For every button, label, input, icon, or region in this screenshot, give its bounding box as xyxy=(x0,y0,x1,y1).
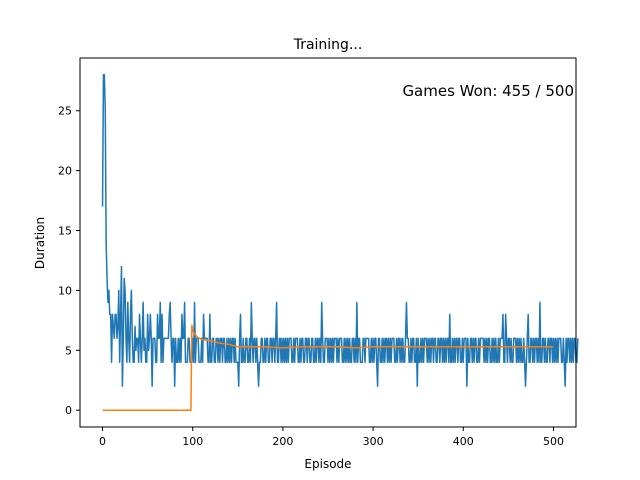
chart-title: Training... xyxy=(293,37,363,53)
y-tick-label: 0 xyxy=(65,404,72,417)
y-ticks: 0 5 10 15 20 25 xyxy=(58,105,80,417)
y-tick-label: 25 xyxy=(58,105,72,118)
series-line-1 xyxy=(101,74,579,388)
series-line-2 xyxy=(102,324,554,411)
x-ticks: 0 100 200 300 400 500 xyxy=(99,427,564,448)
x-axis-label: Episode xyxy=(304,457,351,471)
series-layer xyxy=(101,74,579,411)
y-tick-label: 5 xyxy=(65,344,72,357)
y-axis-label: Duration xyxy=(33,217,47,269)
axes-frame xyxy=(79,57,577,428)
plot-group: 0 100 200 300 400 500 0 5 10 15 20 25 xyxy=(58,57,579,448)
x-tick-label: 300 xyxy=(363,435,384,448)
y-tick-label: 15 xyxy=(58,225,72,238)
x-tick-label: 400 xyxy=(453,435,474,448)
x-tick-label: 100 xyxy=(182,435,203,448)
x-tick-label: 0 xyxy=(99,435,106,448)
games-won-annotation: Games Won: 455 / 500 xyxy=(402,82,574,100)
x-tick-label: 500 xyxy=(543,435,564,448)
x-tick-label: 200 xyxy=(272,435,293,448)
y-tick-label: 20 xyxy=(58,165,72,178)
y-tick-label: 10 xyxy=(58,284,72,297)
